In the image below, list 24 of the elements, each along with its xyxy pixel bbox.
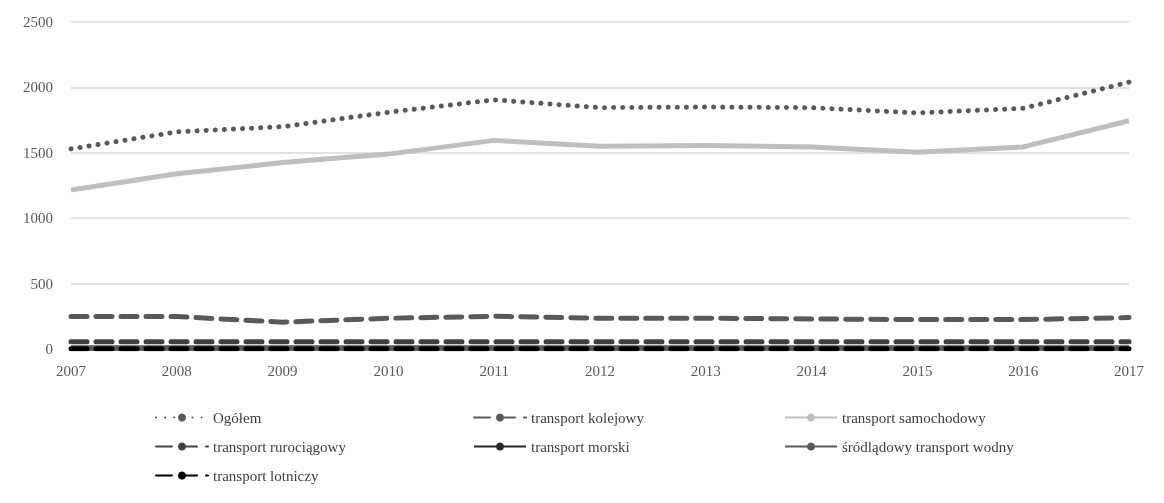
legend-label: śródlądowy transport wodny	[842, 438, 1015, 455]
legend-label: transport morski	[531, 438, 630, 455]
legend-label: transport lotniczy	[213, 467, 319, 484]
y-tick-label: 2500	[23, 14, 53, 30]
x-tick-label: 2008	[161, 362, 192, 379]
y-tick-label: 0	[45, 341, 53, 357]
x-tick-label: 2010	[373, 362, 404, 379]
x-tick-label: 2012	[585, 362, 615, 379]
y-tick-label: 2000	[23, 79, 53, 96]
y-tick-label: 500	[30, 275, 53, 292]
x-tick-label: 2013	[690, 362, 721, 379]
x-tick-label: 2011	[479, 362, 509, 379]
legend-label: transport kolejowy	[531, 409, 645, 426]
x-tick-label: 2014	[796, 362, 828, 379]
legend-label: transport samochodowy	[842, 409, 987, 426]
y-tick-label: 1500	[23, 144, 53, 161]
legend-label: Ogółem	[213, 409, 262, 426]
x-tick-label: 2016	[1008, 362, 1039, 379]
x-tick-label: 2007	[56, 362, 87, 379]
x-tick-label: 2017	[1114, 362, 1145, 379]
x-tick-label: 2015	[902, 362, 933, 379]
x-tick-label: 2009	[267, 362, 298, 379]
y-tick-label: 1000	[23, 210, 53, 227]
legend-label: transport rurociągowy	[213, 438, 347, 455]
